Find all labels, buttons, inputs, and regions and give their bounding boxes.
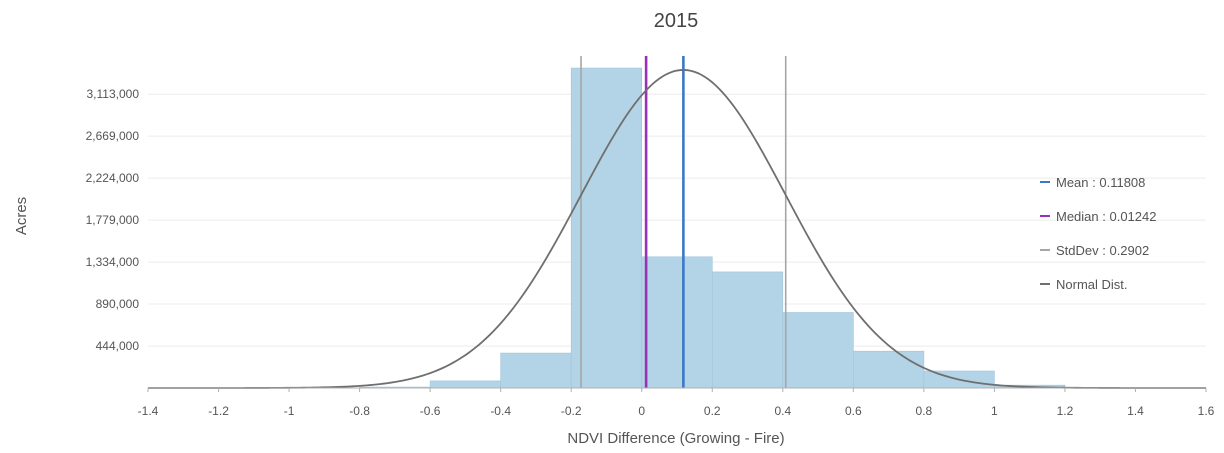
normal-distribution-curve <box>148 69 1206 389</box>
x-tick-label: 1.6 <box>1198 404 1215 418</box>
histogram-bar <box>570 67 643 389</box>
bars-layer <box>359 67 1066 389</box>
x-tick-label: 0.4 <box>774 404 791 418</box>
x-tick-label: -0.2 <box>561 404 582 418</box>
x-tick-label: -0.8 <box>349 404 370 418</box>
histogram-bar <box>782 312 854 389</box>
y-tick-label: 890,000 <box>96 297 140 311</box>
y-tick-label: 2,224,000 <box>86 171 140 185</box>
normal-curve-layer <box>148 69 1206 389</box>
x-tick-label: 1.4 <box>1127 404 1144 418</box>
x-tick-label: 0.2 <box>704 404 721 418</box>
legend-label-stddev: StdDev : 0.2902 <box>1056 243 1149 258</box>
y-tick-label: 1,334,000 <box>86 255 140 269</box>
legend-label-normal: Normal Dist. <box>1056 277 1128 292</box>
x-tick-label: 1 <box>991 404 998 418</box>
chart-title: 2015 <box>654 10 699 32</box>
histogram-bar <box>711 271 784 389</box>
legend-label-mean: Mean : 0.11808 <box>1056 175 1145 190</box>
legend-label-median: Median : 0.01242 <box>1056 209 1156 224</box>
y-tick-label: 444,000 <box>96 339 140 353</box>
x-tick-label: -1 <box>284 404 295 418</box>
y-tick-label: 3,113,000 <box>87 87 140 101</box>
histogram-bar <box>641 256 713 389</box>
y-axis-title: Acres <box>13 197 30 235</box>
y-tick-label: 1,779,000 <box>86 213 140 227</box>
x-tick-label: 0.8 <box>916 404 933 418</box>
stat-lines-layer <box>580 56 787 388</box>
x-tick-label: -0.6 <box>420 404 441 418</box>
axis-layer: 444,000 890,000 1,334,000 1,779,000 2,224,00… <box>86 87 1215 418</box>
x-tick-label: 0 <box>638 404 645 418</box>
x-tick-label: -1.2 <box>208 404 229 418</box>
x-tick-label: 1.2 <box>1057 404 1074 418</box>
x-tick-label: -1.4 <box>138 404 159 418</box>
x-axis-title: NDVI Difference (Growing - Fire) <box>567 430 784 447</box>
y-tick-label: 2,669,000 <box>86 129 140 143</box>
x-tick-label: 0.6 <box>845 404 862 418</box>
histogram-bar <box>429 380 501 389</box>
legend: Mean : 0.11808 Median : 0.01242 StdDev : 0… <box>1040 175 1156 292</box>
histogram-bar <box>853 350 925 389</box>
histogram-bar <box>500 352 572 389</box>
x-tick-label: -0.4 <box>490 404 511 418</box>
